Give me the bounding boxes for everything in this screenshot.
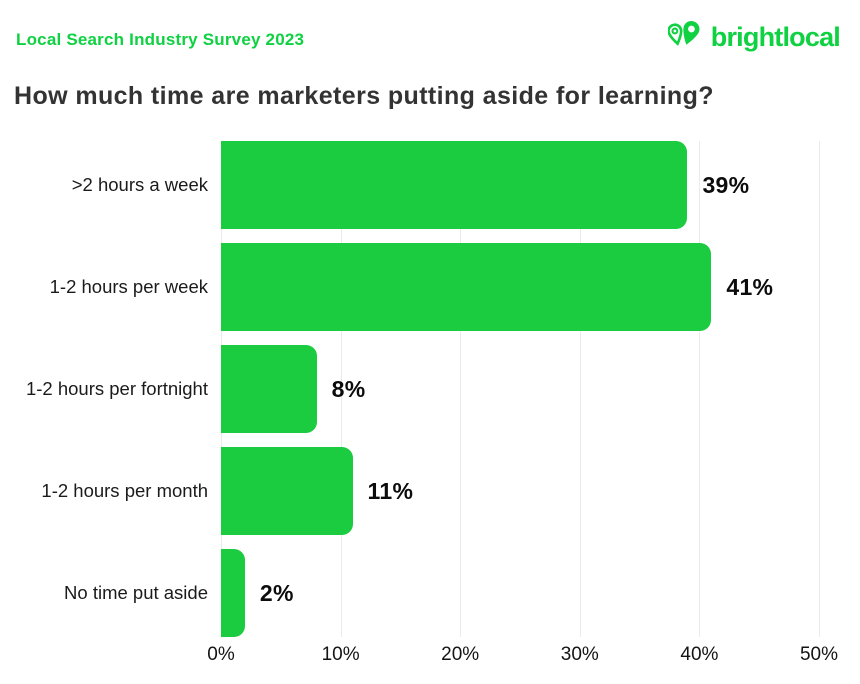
x-tick-label: 40% bbox=[680, 644, 719, 665]
category-label: No time put aside bbox=[64, 582, 208, 603]
bar-row: 1-2 hours per week 41% bbox=[50, 243, 819, 331]
brightlocal-pin-icon bbox=[667, 21, 700, 46]
bar-row: No time put aside 2% bbox=[64, 549, 819, 637]
x-tick-label: 30% bbox=[560, 644, 599, 665]
bar-row: 1-2 hours per month 11% bbox=[41, 447, 819, 535]
bar bbox=[221, 447, 353, 535]
gridline-50 bbox=[819, 141, 820, 637]
gridline-20 bbox=[460, 141, 462, 637]
gridline-40 bbox=[699, 141, 701, 637]
bar bbox=[221, 549, 245, 637]
brightlocal-logo: brightlocal bbox=[667, 17, 841, 57]
value-label: 8% bbox=[331, 375, 366, 402]
category-label: >2 hours a week bbox=[71, 174, 208, 195]
x-tick-label: 20% bbox=[441, 644, 480, 665]
x-axis: 0% 10% 20% 30% 40% 50% bbox=[207, 644, 838, 668]
bar bbox=[221, 243, 712, 331]
value-label: 2% bbox=[259, 579, 294, 606]
x-tick-label: 0% bbox=[207, 644, 235, 665]
value-label: 39% bbox=[702, 171, 750, 198]
gridline-10 bbox=[340, 141, 342, 637]
bar bbox=[221, 345, 317, 433]
value-label: 11% bbox=[367, 477, 414, 504]
x-tick-label: 50% bbox=[799, 644, 839, 665]
category-label: 1-2 hours per month bbox=[41, 480, 208, 501]
x-tick-label: 10% bbox=[321, 644, 360, 665]
bar bbox=[221, 141, 688, 229]
brightlocal-logo-text: brightlocal bbox=[710, 21, 841, 52]
bar-row: >2 hours a week 39% bbox=[72, 141, 819, 229]
value-label: 41% bbox=[726, 273, 774, 300]
gridline-30 bbox=[579, 141, 581, 637]
chart-title: How much time are marketers putting asid… bbox=[14, 82, 714, 110]
bar-rows: >2 hours a week 39% 1-2 hours per week 4… bbox=[26, 141, 819, 637]
bar-chart: >2 hours a week 39% 1-2 hours per week 4… bbox=[26, 141, 820, 637]
survey-label: Local Search Industry Survey 2023 bbox=[16, 30, 305, 49]
category-label: 1-2 hours per week bbox=[49, 276, 208, 297]
bar-row: 1-2 hours per fortnight 8% bbox=[26, 345, 819, 433]
category-label: 1-2 hours per fortnight bbox=[25, 378, 208, 399]
